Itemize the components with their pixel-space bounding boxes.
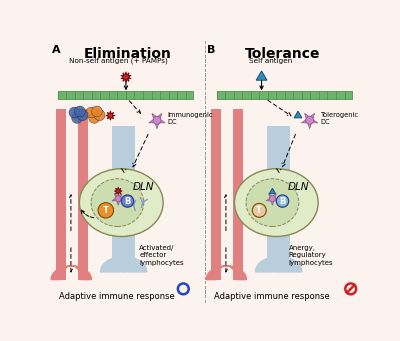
Text: B: B	[207, 45, 216, 55]
Bar	[58, 91, 193, 99]
Polygon shape	[302, 113, 318, 129]
Circle shape	[306, 116, 314, 124]
Circle shape	[69, 107, 80, 118]
Text: DLN: DLN	[287, 182, 309, 192]
Polygon shape	[256, 71, 267, 80]
Polygon shape	[149, 113, 165, 129]
Circle shape	[72, 113, 82, 123]
Ellipse shape	[234, 169, 318, 237]
FancyBboxPatch shape	[112, 125, 135, 272]
Circle shape	[86, 107, 97, 118]
Circle shape	[153, 116, 161, 124]
Text: DLN: DLN	[132, 182, 154, 192]
FancyBboxPatch shape	[211, 109, 221, 280]
FancyBboxPatch shape	[78, 109, 88, 280]
Polygon shape	[266, 193, 279, 205]
Polygon shape	[269, 188, 276, 194]
Text: Adaptive immune response: Adaptive immune response	[214, 292, 330, 301]
Circle shape	[98, 203, 114, 218]
Circle shape	[270, 196, 276, 202]
Text: T: T	[103, 206, 109, 215]
FancyBboxPatch shape	[233, 109, 243, 280]
Polygon shape	[114, 187, 122, 195]
Bar	[217, 91, 352, 99]
Polygon shape	[121, 72, 131, 83]
Text: T: T	[256, 206, 262, 215]
Text: A: A	[52, 45, 61, 55]
Polygon shape	[206, 266, 246, 280]
Circle shape	[276, 195, 289, 207]
Text: Elimination: Elimination	[84, 47, 172, 61]
Text: Anergy,
Regulatory
lymphocytes: Anergy, Regulatory lymphocytes	[289, 245, 333, 266]
Circle shape	[89, 113, 100, 123]
Circle shape	[252, 203, 266, 217]
Polygon shape	[294, 111, 302, 118]
Text: Immunogenic
DC: Immunogenic DC	[168, 112, 213, 125]
FancyBboxPatch shape	[267, 125, 290, 272]
Ellipse shape	[246, 179, 299, 226]
Circle shape	[121, 195, 134, 207]
FancyBboxPatch shape	[56, 109, 66, 280]
Circle shape	[94, 110, 105, 121]
Polygon shape	[112, 193, 124, 205]
Text: B: B	[279, 196, 286, 206]
Text: Self antigen: Self antigen	[249, 58, 292, 64]
Text: B: B	[124, 196, 131, 206]
Text: Tolerance: Tolerance	[245, 47, 320, 61]
Polygon shape	[51, 266, 92, 280]
Circle shape	[77, 110, 88, 121]
Circle shape	[92, 106, 102, 117]
Text: Tolerogenic
DC: Tolerogenic DC	[320, 112, 358, 125]
Text: Activated/
effector
lymphocytes: Activated/ effector lymphocytes	[139, 245, 184, 266]
Text: Non-self antigen (+ PAMPs): Non-self antigen (+ PAMPs)	[69, 58, 168, 64]
Ellipse shape	[80, 169, 163, 237]
Ellipse shape	[91, 179, 144, 226]
Text: Adaptive immune response: Adaptive immune response	[59, 292, 175, 301]
Circle shape	[74, 106, 85, 117]
Polygon shape	[100, 256, 147, 272]
Circle shape	[115, 196, 121, 202]
Polygon shape	[255, 256, 302, 272]
Polygon shape	[106, 111, 115, 120]
